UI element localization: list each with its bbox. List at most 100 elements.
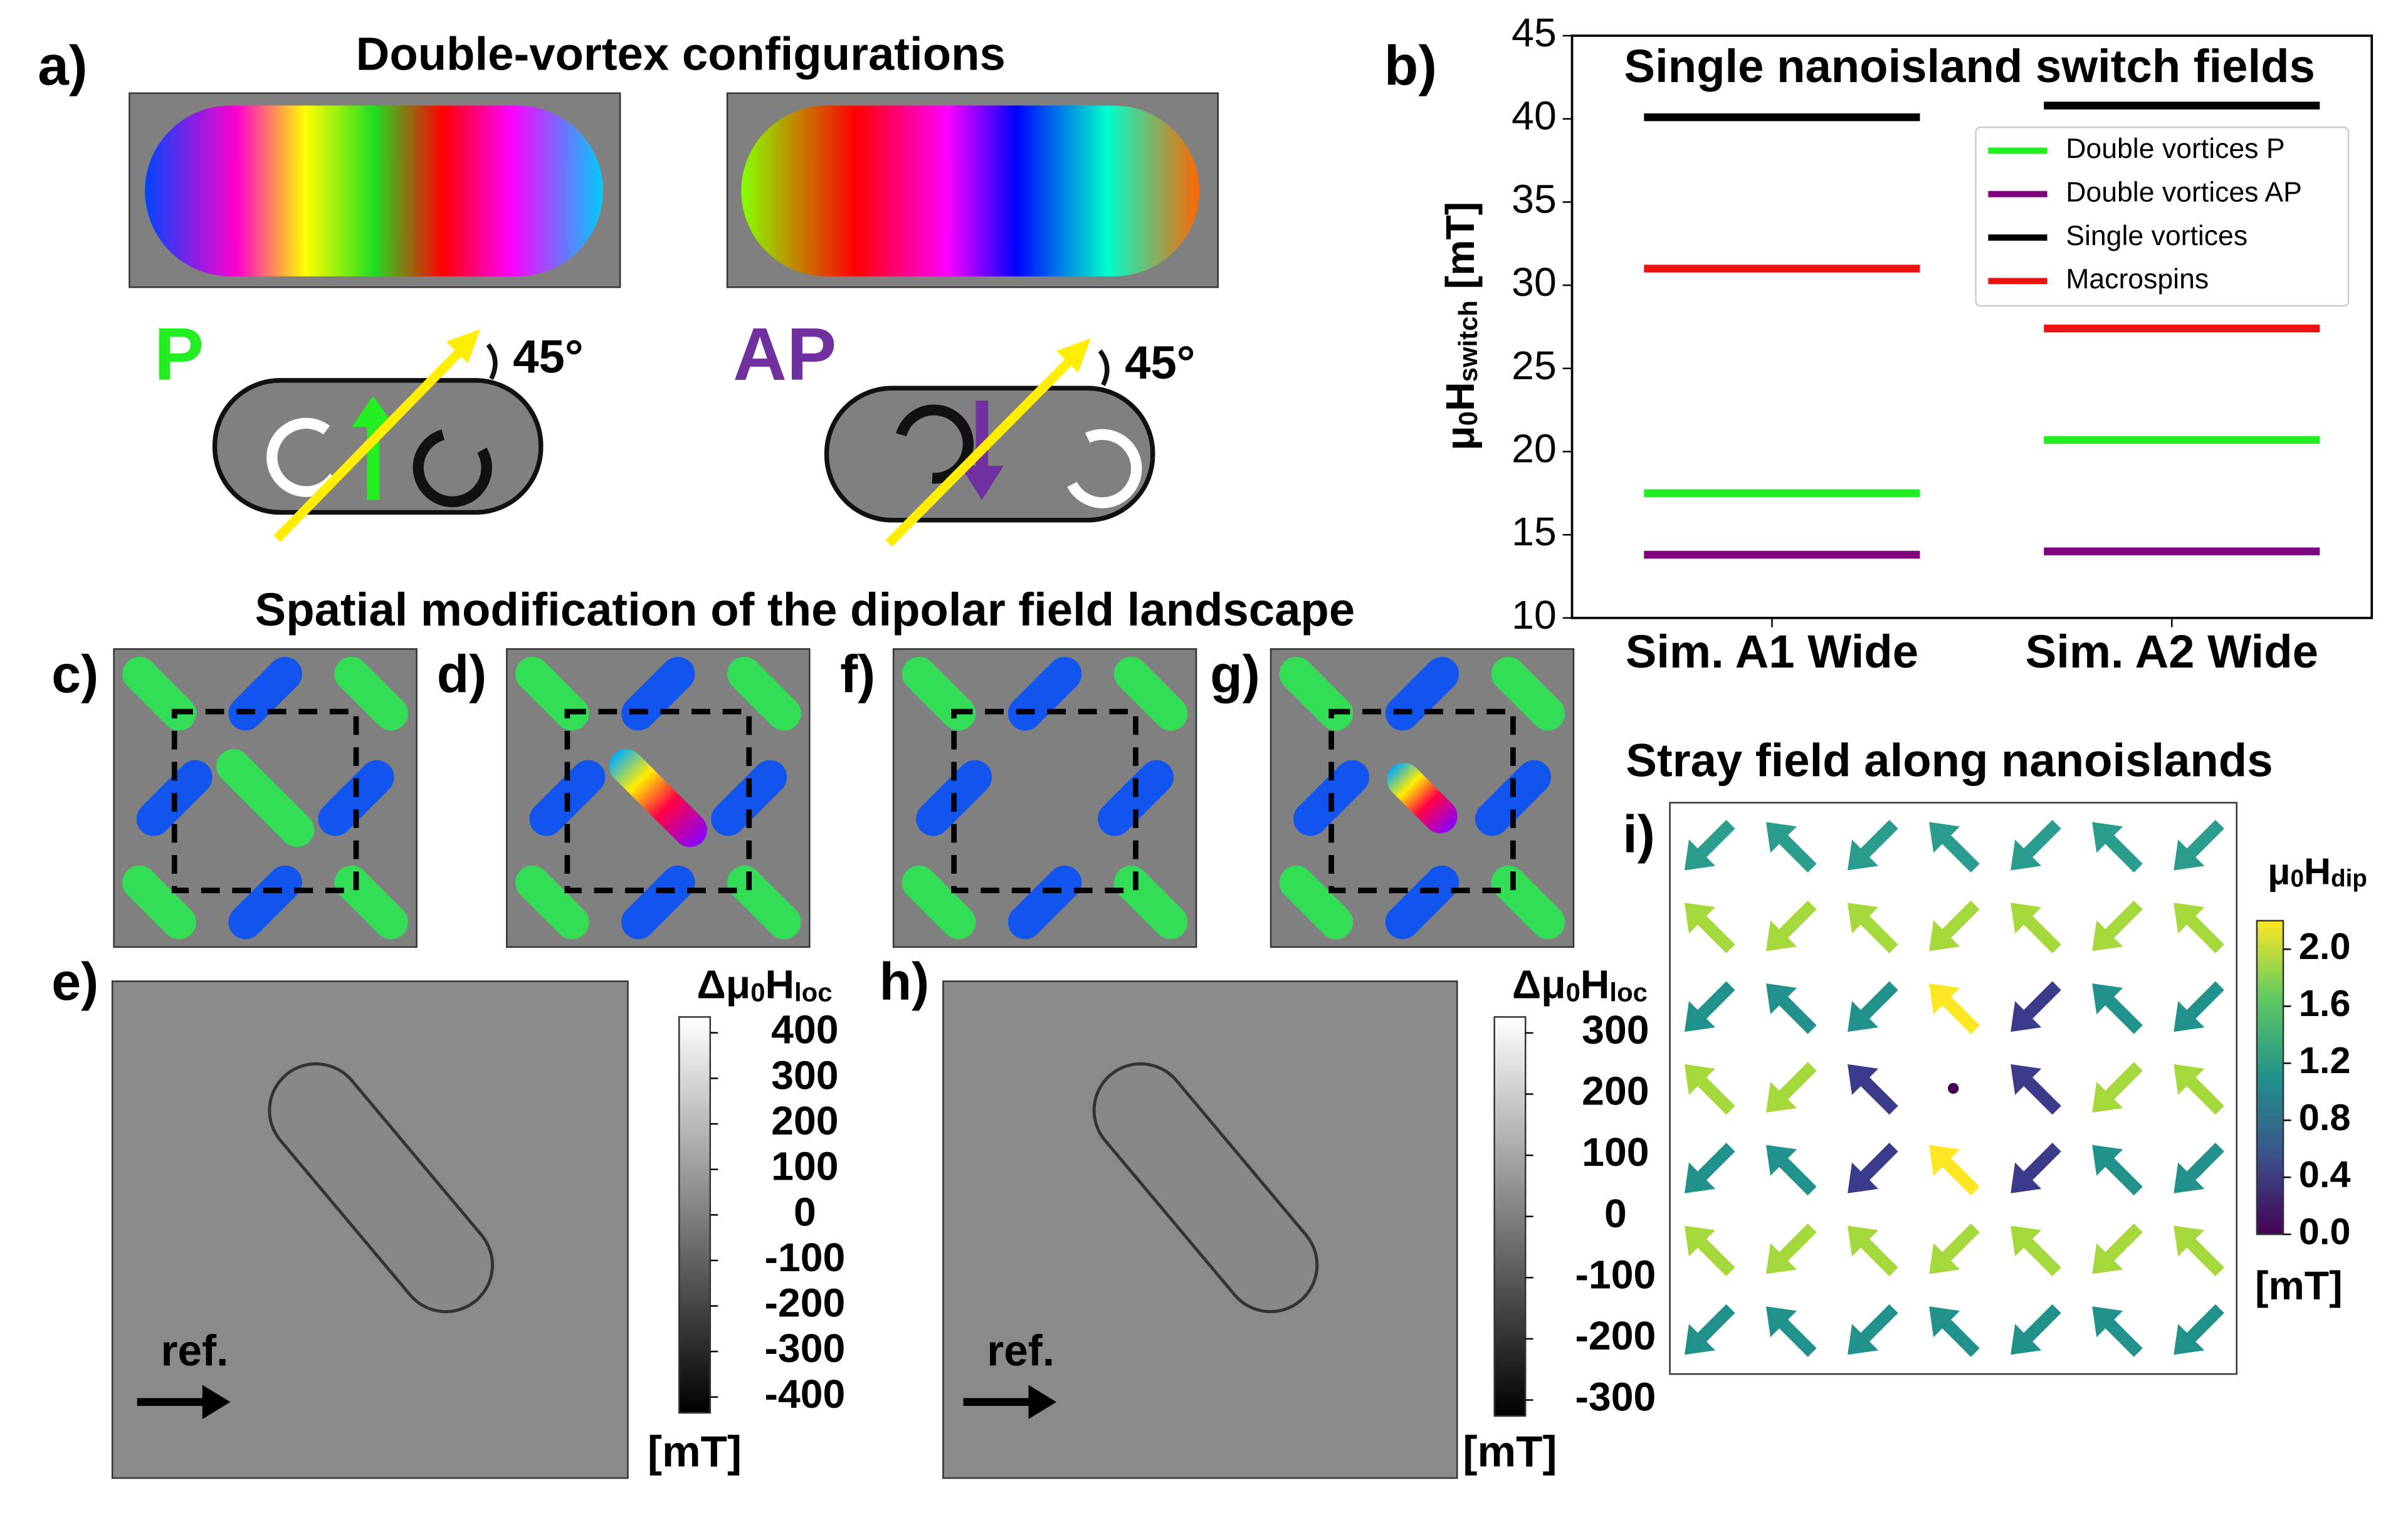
colorbar-label: μ0Hdip (2268, 850, 2367, 892)
colorbar-tick-label: 0.4 (2299, 1153, 2351, 1195)
colorbar-tick-label: 0 (1604, 1191, 1627, 1236)
field-arrow (2011, 819, 2061, 871)
colorbar-tick-label: 300 (771, 1052, 838, 1098)
field-arrow (1684, 1225, 1735, 1277)
field-arrow (1684, 1143, 1735, 1193)
field-arrow (2174, 819, 2224, 871)
field-arrow (2092, 983, 2143, 1034)
y-tick-label: 40 (1512, 93, 1557, 139)
panel-label: a) (38, 34, 87, 97)
field-arrow (1766, 1145, 1817, 1196)
island (902, 865, 976, 940)
p-label: P (154, 313, 204, 396)
vortex-arrow (266, 417, 339, 497)
chart-title: Single nanoisland switch fields (1624, 40, 2315, 92)
field-arrow (1848, 1064, 1898, 1115)
label-part: [mT] (1438, 202, 1483, 300)
colorbar-tick-label: -300 (1575, 1375, 1656, 1420)
panel-label: e) (51, 952, 98, 1011)
field-arrow (273, 341, 470, 542)
panel-label: h) (880, 952, 929, 1011)
island (1279, 865, 1354, 940)
field-arrow (1929, 1145, 1980, 1196)
colorbar (2256, 920, 2284, 1235)
island (1097, 760, 1174, 836)
field-arrow (1848, 981, 1898, 1032)
field-arrow (1848, 819, 1898, 871)
island (1113, 865, 1188, 940)
lattice-panels (113, 648, 1575, 948)
island (711, 760, 787, 836)
colorbar-tick-label: 200 (771, 1098, 838, 1143)
colorbar-tick-label: 2.0 (2299, 925, 2351, 967)
colorbar-tick-label: 0 (794, 1189, 816, 1234)
field-arrow (2174, 903, 2224, 953)
colorbar-label: Δμ0Hloc (1512, 962, 1648, 1007)
island (609, 749, 707, 847)
field-arrow (1929, 983, 1980, 1034)
ref-arrowhead (202, 1385, 231, 1419)
field-arrow (2011, 1304, 2061, 1355)
island (334, 865, 408, 940)
colorbar-tick-label: 200 (1582, 1069, 1649, 1114)
label-part: H (1580, 962, 1610, 1007)
colorbar-tick-label: 1.6 (2299, 982, 2351, 1024)
field-arrow (1929, 1223, 1980, 1274)
field-arrow (2011, 903, 2061, 953)
unit-cell (564, 708, 752, 893)
colorbar-tick-label: 1.2 (2299, 1039, 2351, 1081)
label-part: loc (1609, 977, 1647, 1007)
field-arrow (1929, 1306, 1980, 1357)
field-arrow (2174, 1225, 2224, 1277)
unit-cell (171, 708, 359, 893)
island (621, 865, 695, 940)
field-arrow (1848, 1143, 1898, 1193)
panel-label: c) (51, 645, 98, 704)
field-arrow (1684, 1064, 1735, 1115)
legend-box (1975, 126, 2350, 307)
legend-label: Double vortices AP (2066, 177, 2302, 207)
field-arrowhead (446, 329, 481, 364)
vortex-island (145, 105, 603, 276)
unit-cell (951, 708, 1138, 893)
colorbar-tick-label: 0.0 (2299, 1210, 2351, 1252)
colorbar-tick-label: -400 (764, 1371, 845, 1417)
field-arrow (1766, 1062, 1817, 1113)
panel-title: Stray field along nanoislands (1626, 734, 2273, 786)
y-tick-label: 35 (1512, 176, 1557, 221)
field-arrow (2092, 1223, 2143, 1274)
field-arrow (2011, 1064, 2061, 1115)
colorbar-tick-label: -200 (764, 1281, 845, 1326)
colorbar-tick-label: 400 (771, 1007, 838, 1052)
field-arrow (1766, 983, 1817, 1034)
panel-label: b) (1384, 34, 1437, 97)
field-arrow (2092, 1306, 2143, 1357)
label-part: μ (1438, 426, 1483, 450)
colorbar-tick-label: -300 (764, 1326, 845, 1371)
panel-title: Double-vortex configurations (356, 28, 1006, 80)
island (1491, 656, 1565, 731)
center-dot (1947, 1082, 1959, 1094)
field-arrow (1684, 981, 1735, 1032)
field-arrow (1929, 900, 1980, 951)
colorbar (678, 1016, 712, 1414)
ap-label: AP (733, 313, 836, 396)
colorbar-unit: [mT] (648, 1427, 742, 1475)
field-arrow (1848, 1225, 1898, 1277)
colorbar-label: μ0Hswitch [mT] (1438, 202, 1483, 451)
label-part: H (1438, 382, 1483, 411)
y-tick-label: 45 (1512, 10, 1557, 55)
field-arrow (2092, 822, 2143, 873)
field-arrow (2174, 1064, 2224, 1115)
angle-label: 45° (1125, 337, 1195, 389)
field-arrow (2174, 981, 2224, 1032)
angle-arc (1098, 349, 1110, 386)
vortex-arrow (413, 429, 492, 508)
field-arrow (1684, 1304, 1735, 1355)
colorbar-tick-label: -100 (1575, 1252, 1656, 1297)
colorbar-tick-label: 300 (1582, 1007, 1649, 1052)
field-arrow (1766, 900, 1817, 951)
label-part: 0 (1453, 411, 1483, 426)
